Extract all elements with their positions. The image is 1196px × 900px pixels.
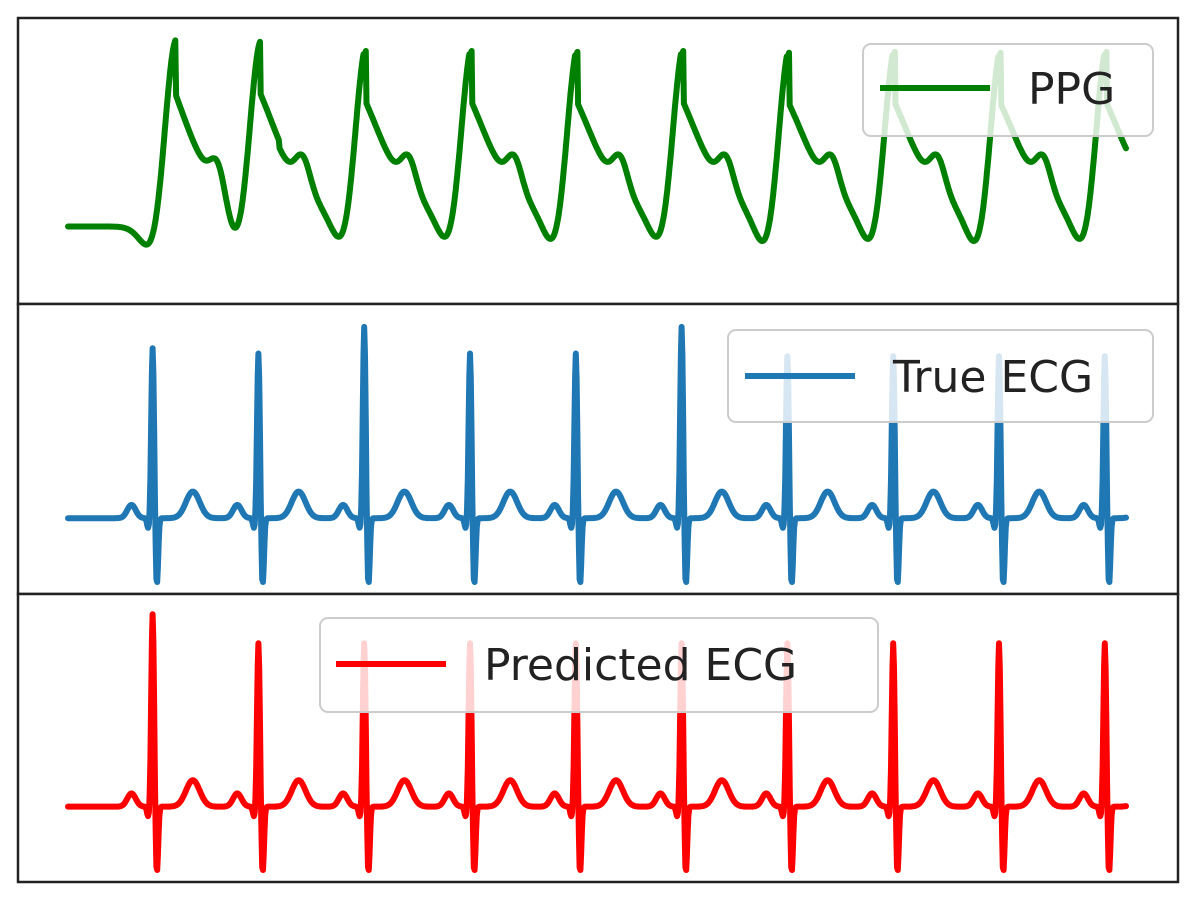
ppg-panel: PPG xyxy=(16,16,1180,306)
predicted-ecg-legend: Predicted ECG xyxy=(319,617,879,713)
true-ecg-series-line xyxy=(65,323,1129,585)
predicted-ecg-legend-label: Predicted ECG xyxy=(484,640,797,691)
true-ecg-legend: True ECG xyxy=(727,329,1154,423)
ppg-legend-label: PPG xyxy=(1028,64,1115,115)
predicted-ecg-series-line xyxy=(65,611,1129,873)
ppg-legend: PPG xyxy=(862,43,1154,137)
true-ecg-legend-label: True ECG xyxy=(892,352,1093,403)
true-ecg-panel: True ECG xyxy=(16,302,1180,596)
predicted-ecg-legend-box xyxy=(319,617,879,713)
predicted-ecg-panel: Predicted ECG xyxy=(16,592,1180,884)
true-ecg-legend-box xyxy=(727,329,1154,423)
ppg-series-line xyxy=(65,37,1129,248)
ppg-legend-box xyxy=(862,43,1154,137)
